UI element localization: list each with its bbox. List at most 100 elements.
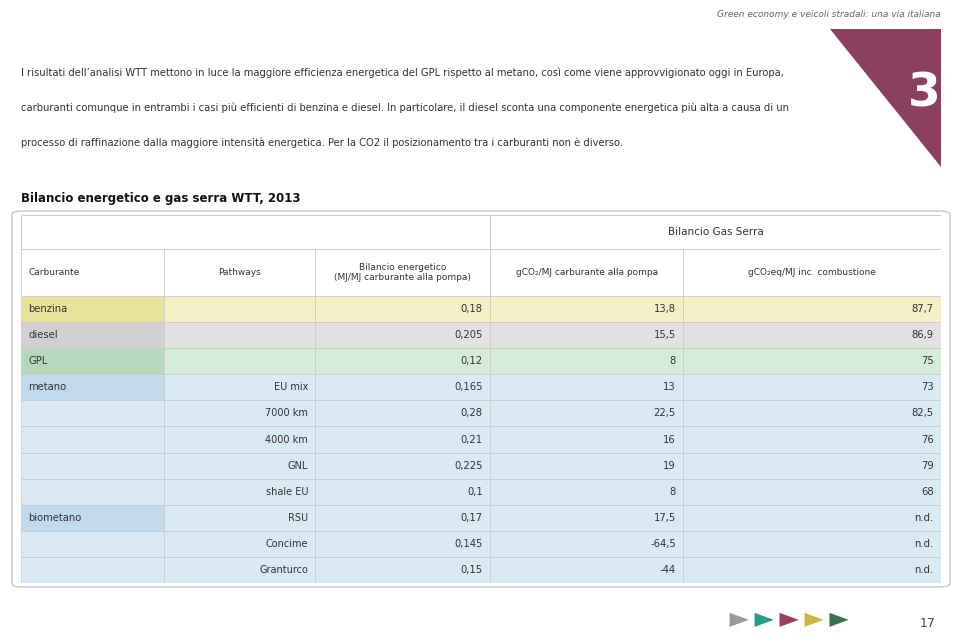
- Text: Green economy e veicoli stradali: una via italiana: Green economy e veicoli stradali: una vi…: [717, 10, 941, 19]
- Bar: [491, 557, 684, 583]
- Bar: [684, 453, 941, 479]
- Bar: [163, 401, 316, 426]
- Text: 0,165: 0,165: [454, 382, 483, 392]
- Text: Bilancio energetico e gas serra WTT, 2013: Bilancio energetico e gas serra WTT, 201…: [21, 192, 300, 205]
- Text: processo di raffinazione dalla maggiore intensità energetica. Per la CO2 il posi: processo di raffinazione dalla maggiore …: [21, 138, 623, 148]
- Bar: [491, 322, 684, 348]
- Text: 0,17: 0,17: [461, 513, 483, 523]
- Text: 0,28: 0,28: [461, 408, 483, 419]
- Text: n.d.: n.d.: [914, 565, 933, 575]
- Text: GNL: GNL: [288, 461, 308, 470]
- Text: 4000 km: 4000 km: [265, 435, 308, 445]
- Text: metano: metano: [29, 382, 66, 392]
- Text: 17: 17: [920, 617, 936, 629]
- Bar: [163, 453, 316, 479]
- Text: 7000 km: 7000 km: [265, 408, 308, 419]
- Text: benzina: benzina: [29, 304, 68, 314]
- Text: 0,1: 0,1: [468, 487, 483, 497]
- Bar: [316, 557, 491, 583]
- Bar: [491, 348, 684, 374]
- Bar: [21, 505, 163, 531]
- Text: Concime: Concime: [266, 539, 308, 549]
- Bar: [163, 531, 316, 557]
- Bar: [316, 296, 491, 322]
- Text: I risultati dell’analisi WTT mettono in luce la maggiore efficienza energetica d: I risultati dell’analisi WTT mettono in …: [21, 67, 784, 78]
- Bar: [163, 374, 316, 401]
- Text: Pathways: Pathways: [218, 268, 261, 277]
- Bar: [684, 322, 941, 348]
- Text: biometano: biometano: [29, 513, 82, 523]
- Text: 8: 8: [670, 356, 676, 366]
- Text: 17,5: 17,5: [654, 513, 676, 523]
- Bar: [316, 426, 491, 453]
- Text: 0,12: 0,12: [461, 356, 483, 366]
- Bar: [21, 322, 163, 348]
- Text: Carburante: Carburante: [29, 268, 80, 277]
- Bar: [684, 374, 941, 401]
- Text: carburanti comunque in entrambi i casi più efficienti di benzina e diesel. In pa: carburanti comunque in entrambi i casi p…: [21, 103, 789, 113]
- Bar: [316, 249, 491, 296]
- Bar: [21, 426, 163, 453]
- Bar: [163, 249, 316, 296]
- Text: 22,5: 22,5: [654, 408, 676, 419]
- Bar: [21, 374, 163, 401]
- Text: 15,5: 15,5: [654, 330, 676, 340]
- Bar: [21, 531, 163, 557]
- Bar: [491, 426, 684, 453]
- Text: -64,5: -64,5: [650, 539, 676, 549]
- Bar: [684, 531, 941, 557]
- Bar: [316, 374, 491, 401]
- Text: Bilancio Gas Serra: Bilancio Gas Serra: [667, 227, 763, 237]
- Text: 76: 76: [921, 435, 933, 445]
- Bar: [316, 322, 491, 348]
- Text: 19: 19: [663, 461, 676, 470]
- Bar: [491, 453, 684, 479]
- Text: 16: 16: [663, 435, 676, 445]
- Bar: [21, 215, 491, 249]
- Bar: [491, 215, 941, 249]
- Text: Bilancio energetico
(MJ/MJ carburante alla pompa): Bilancio energetico (MJ/MJ carburante al…: [334, 263, 471, 282]
- Text: Granturco: Granturco: [259, 565, 308, 575]
- Text: 86,9: 86,9: [911, 330, 933, 340]
- Bar: [163, 296, 316, 322]
- Text: Fonte: JRC: Fonte: JRC: [29, 595, 82, 605]
- Bar: [491, 249, 684, 296]
- Bar: [491, 479, 684, 505]
- Bar: [491, 374, 684, 401]
- Text: 79: 79: [921, 461, 933, 470]
- Bar: [163, 557, 316, 583]
- Text: gCO₂eq/MJ inc. combustione: gCO₂eq/MJ inc. combustione: [748, 268, 876, 277]
- Text: 82,5: 82,5: [911, 408, 933, 419]
- Bar: [316, 479, 491, 505]
- Text: 3: 3: [908, 72, 941, 117]
- Bar: [21, 453, 163, 479]
- Text: 73: 73: [921, 382, 933, 392]
- Bar: [684, 426, 941, 453]
- Bar: [163, 322, 316, 348]
- Text: 0,225: 0,225: [454, 461, 483, 470]
- Bar: [163, 505, 316, 531]
- Text: GPL: GPL: [29, 356, 48, 366]
- Text: 0,18: 0,18: [461, 304, 483, 314]
- Text: n.d.: n.d.: [914, 539, 933, 549]
- Bar: [21, 557, 163, 583]
- Text: 13: 13: [663, 382, 676, 392]
- Text: -44: -44: [660, 565, 676, 575]
- Text: n.d.: n.d.: [914, 513, 933, 523]
- Text: diesel: diesel: [29, 330, 59, 340]
- Bar: [316, 505, 491, 531]
- Bar: [684, 249, 941, 296]
- Bar: [316, 453, 491, 479]
- Bar: [491, 401, 684, 426]
- Text: 8: 8: [670, 487, 676, 497]
- Text: 87,7: 87,7: [911, 304, 933, 314]
- Bar: [684, 401, 941, 426]
- Text: shale EU: shale EU: [266, 487, 308, 497]
- Bar: [21, 215, 491, 249]
- Text: 0,205: 0,205: [454, 330, 483, 340]
- Bar: [491, 505, 684, 531]
- Bar: [491, 296, 684, 322]
- Bar: [491, 531, 684, 557]
- Bar: [684, 557, 941, 583]
- Bar: [684, 296, 941, 322]
